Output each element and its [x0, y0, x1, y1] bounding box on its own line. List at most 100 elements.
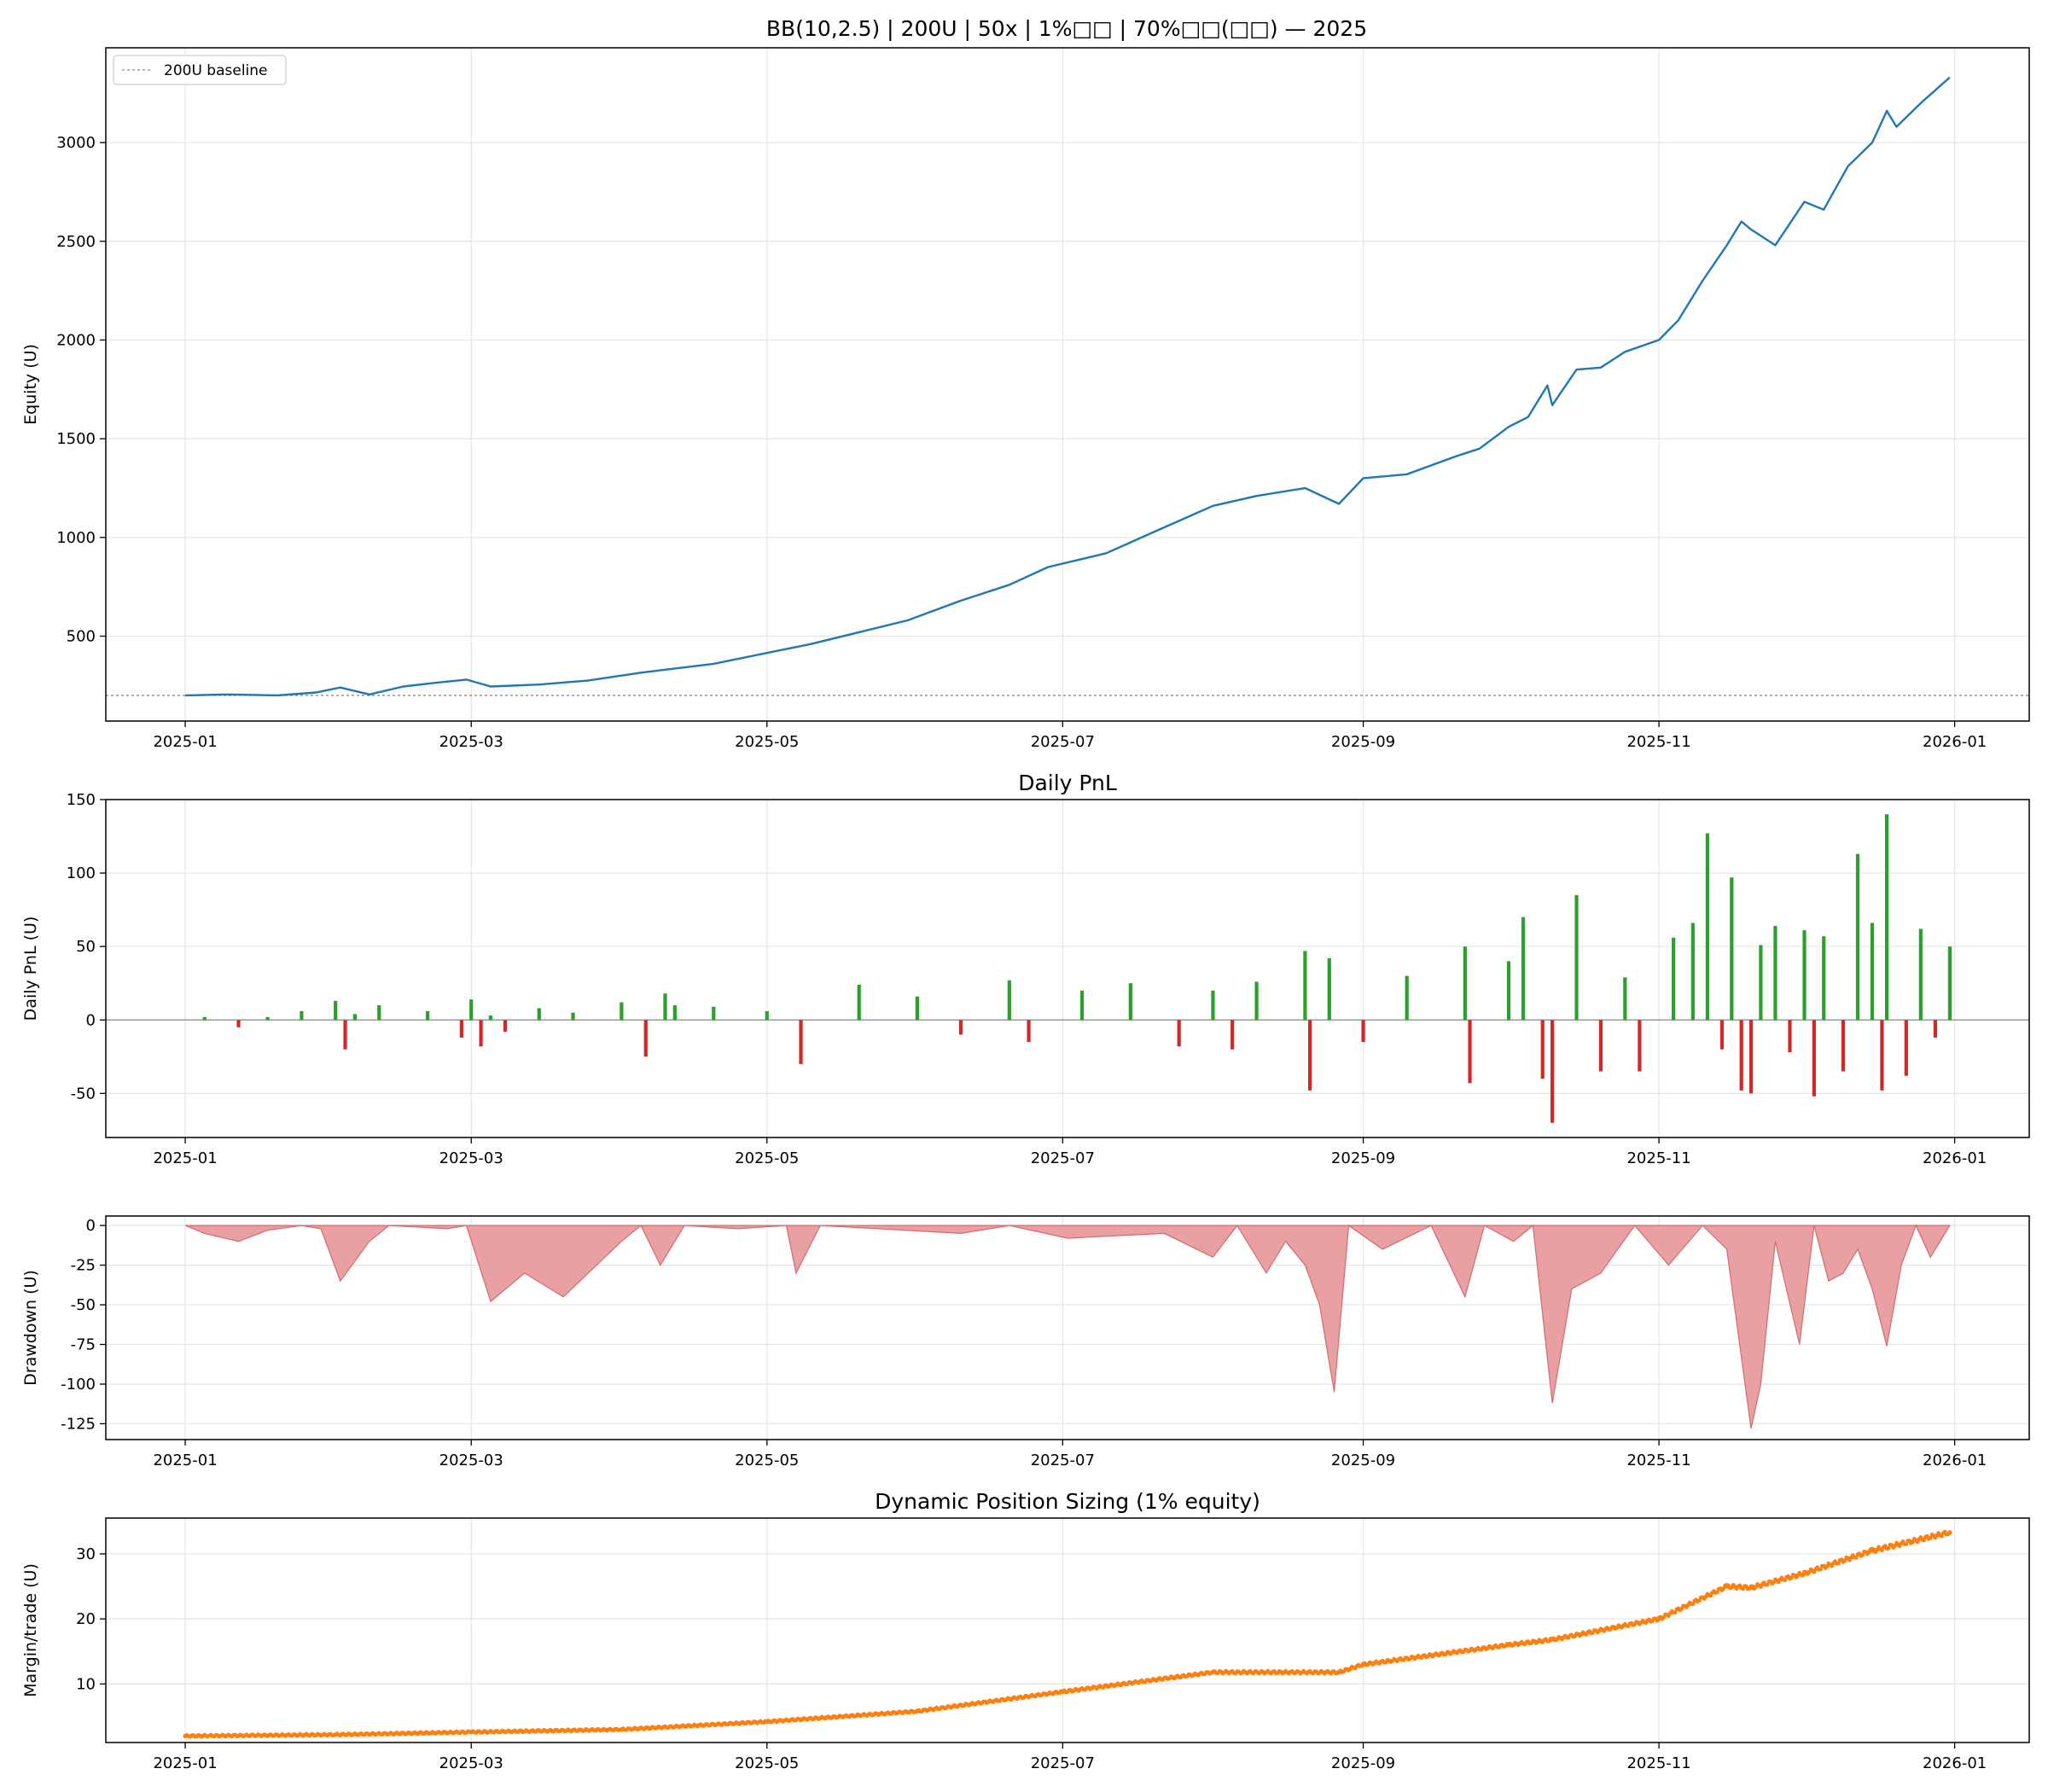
pnl-bar-positive	[1506, 961, 1511, 1021]
margin-anchor-dot	[1550, 1637, 1555, 1643]
plot-frame	[105, 47, 2030, 722]
equity-line	[185, 76, 1951, 697]
pnl-bar-positive	[672, 1005, 677, 1021]
pnl-bar-positive	[1405, 975, 1409, 1021]
pnl-bar-positive	[1759, 945, 1763, 1021]
margin-anchor-dot	[1506, 1643, 1511, 1648]
pnl-bar-positive	[469, 999, 474, 1021]
pnl-bar-positive	[712, 1006, 716, 1021]
y-tick-label: 3000	[56, 134, 96, 152]
y-tick-label: 50	[76, 938, 96, 956]
x-tick-label: 2025-09	[1331, 733, 1395, 751]
pnl-bar-negative	[479, 1020, 483, 1047]
x-tick-label: 2026-01	[1923, 1754, 1987, 1772]
margin-anchor-dot	[1060, 1689, 1065, 1695]
margin-marks	[183, 1529, 1952, 1739]
pnl-bar-negative	[1231, 1020, 1235, 1050]
margin-anchor-dot	[1336, 1670, 1341, 1675]
pnl-bar-negative	[1812, 1020, 1816, 1097]
pnl-bar-positive	[1463, 946, 1467, 1021]
margin-dot	[1886, 1545, 1891, 1551]
margin-anchor-dot	[765, 1719, 770, 1725]
margin-y-axis-label: Margin/trade (U)	[21, 1563, 40, 1697]
margin-anchor-dot	[333, 1732, 338, 1737]
x-tick-label: 2025-11	[1626, 1149, 1690, 1167]
x-tick-label: 2026-01	[1923, 1452, 1987, 1469]
pnl-bar-positive	[377, 1005, 381, 1021]
pnl-bar-positive	[488, 1015, 493, 1021]
pnl-bar-negative	[1598, 1020, 1603, 1072]
pnl-bar-negative	[343, 1020, 347, 1050]
pnl-bar-positive	[1303, 951, 1307, 1021]
pnl-bar-negative	[236, 1020, 241, 1027]
margin-dot	[1904, 1542, 1909, 1546]
x-tick-label: 2025-03	[439, 1149, 503, 1167]
pnl-bar-positive	[1079, 990, 1085, 1021]
daily_pnl-title: Daily PnL	[1018, 771, 1117, 795]
margin-dot	[1880, 1548, 1884, 1553]
margin-anchor-dot	[915, 1708, 920, 1714]
pnl-bar-negative	[1880, 1020, 1884, 1091]
pnl-bar-positive	[1918, 928, 1923, 1021]
pnl-bar-positive	[765, 1010, 769, 1021]
pnl-bar-positive	[1773, 926, 1777, 1021]
y-tick-label: 100	[67, 864, 96, 882]
margin-dot	[1714, 1590, 1719, 1595]
daily_pnl-marks	[106, 814, 2029, 1123]
x-tick-label: 2025-11	[1626, 1754, 1690, 1772]
pnl-bar-negative	[503, 1020, 508, 1033]
pnl-bar-positive	[571, 1012, 575, 1021]
pnl-bar-negative	[459, 1020, 463, 1038]
x-tick-label: 2025-05	[735, 1452, 799, 1469]
y-tick-label: 2500	[56, 233, 96, 251]
x-tick-label: 2025-09	[1331, 1754, 1395, 1772]
x-tick-label: 2026-01	[1923, 1149, 1987, 1167]
pnl-bar-positive	[1705, 833, 1709, 1021]
y-tick-label: 0	[86, 1011, 96, 1029]
pnl-bar-negative	[1739, 1020, 1743, 1091]
y-tick-label: 500	[67, 628, 96, 646]
margin-dot	[1922, 1538, 1927, 1543]
pnl-bar-positive	[1672, 937, 1676, 1021]
margin-anchor-dot	[1656, 1616, 1661, 1621]
x-tick-label: 2025-03	[439, 733, 503, 751]
x-tick-label: 2025-01	[153, 1754, 217, 1772]
margin-anchor-dot	[619, 1727, 624, 1732]
margin-dot	[1860, 1552, 1865, 1557]
x-tick-label: 2025-05	[735, 733, 799, 751]
y-tick-label: -75	[71, 1336, 96, 1354]
x-tick-label: 2025-11	[1626, 733, 1690, 751]
x-tick-label: 2025-11	[1626, 1452, 1690, 1469]
pnl-bar-positive	[1211, 990, 1215, 1021]
legend: 200U baseline	[113, 55, 287, 85]
x-tick-label: 2025-09	[1331, 1149, 1395, 1167]
pnl-bar-positive	[202, 1016, 207, 1021]
pnl-bar-negative	[1540, 1020, 1545, 1079]
pnl-bar-positive	[620, 1002, 624, 1021]
pnl-bar-positive	[1128, 983, 1132, 1021]
x-tick-label: 2025-05	[735, 1754, 799, 1772]
figure-title: BB(10,2.5) | 200U | 50x | 1%□□ | 70%□□(□…	[766, 16, 1367, 41]
margin-dot	[1940, 1533, 1944, 1539]
pnl-bar-negative	[1719, 1020, 1725, 1050]
y-tick-label: 0	[86, 1217, 96, 1235]
x-tick-label: 2025-05	[735, 1149, 799, 1167]
margin-anchor-dot	[183, 1733, 188, 1738]
y-tick-label: 1000	[56, 529, 96, 547]
pnl-bar-negative	[1551, 1020, 1555, 1123]
equity-marks	[106, 76, 2029, 697]
drawdown-marks	[184, 1224, 1951, 1429]
pnl-bar-positive	[1730, 877, 1734, 1021]
margin-anchor-dot	[1870, 1548, 1875, 1553]
plot-frame	[105, 1215, 2030, 1440]
x-tick-label: 2025-01	[153, 733, 217, 751]
pnl-bar-positive	[1822, 936, 1826, 1021]
margin-dot	[1783, 1578, 1788, 1583]
pnl-bar-negative	[1177, 1020, 1181, 1047]
pnl-bar-positive	[352, 1014, 357, 1021]
margin-anchor-dot	[468, 1730, 474, 1735]
margin-dot	[1812, 1569, 1817, 1574]
margin-dot	[1679, 1607, 1684, 1611]
y-tick-label: -125	[61, 1415, 96, 1433]
